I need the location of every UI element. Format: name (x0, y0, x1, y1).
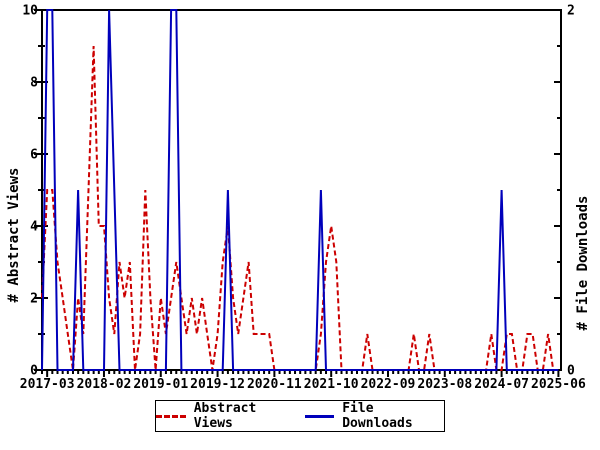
svg-text:2022-09: 2022-09 (361, 377, 416, 392)
svg-text:8: 8 (30, 76, 38, 91)
svg-text:2020-11: 2020-11 (247, 377, 302, 392)
svg-text:4: 4 (30, 220, 38, 235)
svg-text:2018-02: 2018-02 (77, 377, 132, 392)
svg-text:2019-12: 2019-12 (190, 377, 245, 392)
svg-text:2021-10: 2021-10 (304, 377, 359, 392)
legend-item-abstract-views: Abstract Views (156, 401, 296, 431)
chart-legend: Abstract Views File Downloads (155, 400, 445, 432)
svg-text:2025-06: 2025-06 (531, 377, 586, 392)
legend-item-file-downloads: File Downloads (304, 401, 445, 431)
svg-text:2023-08: 2023-08 (417, 377, 472, 392)
legend-label-abstract-views: Abstract Views (193, 401, 257, 431)
svg-text:6: 6 (30, 148, 38, 163)
svg-text:0: 0 (567, 364, 575, 379)
svg-text:2019-01: 2019-01 (133, 377, 188, 392)
svg-text:10: 10 (22, 4, 38, 19)
y-axis-title-right: # File Downloads (575, 195, 591, 331)
solid-line-swatch (304, 414, 335, 418)
legend-label-file-downloads: File Downloads (342, 401, 413, 431)
svg-text:2: 2 (30, 292, 38, 307)
dashed-line-swatch (156, 414, 186, 418)
svg-text:0: 0 (30, 364, 38, 379)
y-axis-title-left: # Abstract Views (6, 167, 22, 303)
svg-text:2024-07: 2024-07 (474, 377, 529, 392)
svg-text:2: 2 (567, 4, 575, 19)
svg-text:2017-03: 2017-03 (20, 377, 75, 392)
